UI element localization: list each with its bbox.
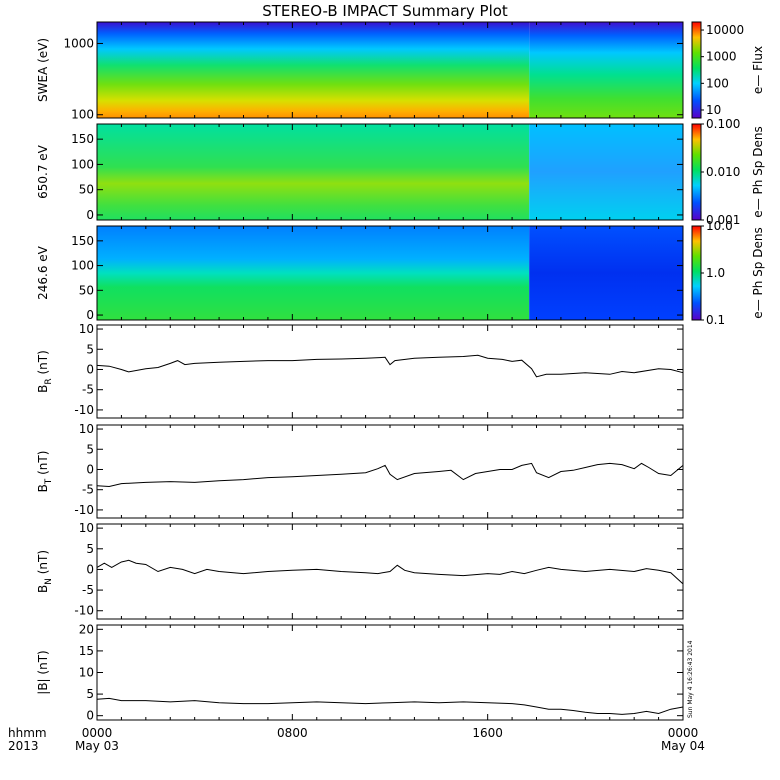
- bn-ylabel-unit: (nT): [36, 550, 50, 578]
- time-tick-label: 1600: [472, 726, 503, 740]
- swea-colorbar-tick-label: 1000: [706, 50, 737, 64]
- pad650-ytick-label: 0: [86, 208, 94, 222]
- pad650-colorbar-tick-label: 0.100: [706, 117, 740, 131]
- pad246-ylabel: 246.6 eV: [36, 245, 50, 300]
- br-ytick-label: -5: [82, 383, 94, 397]
- pad246-colorbar-tick-label: 10.0: [706, 219, 733, 233]
- bmag-ytick-label: 15: [79, 644, 94, 658]
- bt-ylabel-unit: (nT): [36, 451, 50, 479]
- pad246-colorbar-tick-label: 0.1: [706, 313, 725, 327]
- br-ylabel: BR (nT): [36, 350, 54, 393]
- pad246-ytick-label: 150: [71, 234, 94, 248]
- bt-ylabel-main: B: [36, 484, 50, 492]
- pad246-ytick-label: 100: [71, 259, 94, 273]
- pad650-ylabel: 650.7 eV: [36, 144, 50, 199]
- bn-ylabel-sub: N: [44, 578, 54, 585]
- br-frame: [96, 324, 684, 419]
- time-tick-label: 0000: [82, 726, 113, 740]
- bmag-series-line: [96, 697, 684, 715]
- bn-ytick-label: -10: [74, 604, 94, 618]
- time-tick-label: 0000: [668, 726, 699, 740]
- br-series-line: [96, 354, 684, 378]
- bmag-ytick-label: 5: [86, 687, 94, 701]
- pad650-colorbar-label: e— Ph Sp Dens: [751, 126, 765, 217]
- bt-ylabel-sub: T: [44, 478, 54, 485]
- pad246-ytick-label: 50: [79, 283, 94, 297]
- bt-ytick-label: 10: [79, 422, 94, 436]
- swea-colorbar-tick-label: 10: [706, 103, 721, 117]
- bt-frame: [96, 424, 684, 519]
- br-ytick-label: 5: [86, 342, 94, 356]
- pad650-heatmap-after: [529, 124, 683, 220]
- pad246-colorbar-label: e— Ph Sp Dens: [751, 227, 765, 318]
- bmag-ytick-label: 20: [79, 622, 94, 636]
- bmag-ylabel: |B| (nT): [36, 650, 50, 694]
- panel-pad246: 10.0 1.0 0.1 e— Ph Sp Dens 150 100 50 0 246.6 eV: [36, 219, 765, 327]
- chart-title: STEREO-B IMPACT Summary Plot: [262, 2, 508, 20]
- pad650-ytick-label: 150: [71, 132, 94, 146]
- bt-ylabel: BT (nT): [36, 451, 54, 493]
- bt-ytick-label: -10: [74, 503, 94, 517]
- swea-colorbar: [691, 21, 702, 119]
- panel-pad650: 0.100 0.010 0.001 e— Ph Sp Dens 150 100 50 0 650…: [36, 117, 765, 227]
- br-ytick-label: 10: [79, 322, 94, 336]
- bn-series-line: [96, 559, 684, 585]
- swea-ytick-label: 100: [71, 108, 94, 122]
- bn-ytick-label: 0: [86, 562, 94, 576]
- pad650-heatmap-before: [97, 124, 530, 220]
- br-ytick-label: 0: [86, 362, 94, 376]
- bn-ytick-label: 5: [86, 542, 94, 556]
- panel-swea: 10000 1000 100 10 e— Flux 1000 100 SWEA (eV): [36, 21, 765, 122]
- swea-ytick-label: 1000: [63, 36, 94, 50]
- bmag-frame: [96, 624, 684, 721]
- swea-colorbar-label: e— Flux: [751, 46, 765, 94]
- pad650-ytick-label: 100: [71, 157, 94, 171]
- bt-series-line: [96, 462, 684, 488]
- pad246-heatmap-before: [97, 226, 530, 320]
- bt-ytick-label: 5: [86, 442, 94, 456]
- pad246-heatmap-after: [529, 226, 683, 320]
- bn-ylabel-main: B: [36, 585, 50, 593]
- br-ylabel-main: B: [36, 385, 50, 393]
- panel-bn: 10 5 0 -5 -10 BN (nT): [36, 521, 684, 620]
- timestamp: Sun May 4 16:26:43 2014: [687, 640, 694, 718]
- swea-heatmap-before: [97, 22, 530, 118]
- time-tick-label: 0800: [277, 726, 308, 740]
- pad246-colorbar-tick-label: 1.0: [706, 266, 725, 280]
- swea-colorbar-tick-label: 100: [706, 76, 729, 90]
- bmag-ytick-label: 0: [86, 709, 94, 723]
- bn-ytick-label: -5: [82, 583, 94, 597]
- br-ylabel-unit: (nT): [36, 350, 50, 378]
- time-row-label-hhmm: hhmm: [8, 726, 47, 740]
- bmag-ytick-label: 10: [79, 666, 94, 680]
- time-tick-date: May 03: [75, 739, 119, 753]
- pad650-colorbar-tick-label: 0.001: [706, 213, 740, 227]
- br-ylabel-sub: R: [44, 378, 54, 384]
- panel-bt: 10 5 0 -5 -10 BT (nT): [36, 422, 684, 519]
- pad650-ytick-label: 50: [79, 183, 94, 197]
- swea-heatmap-after: [529, 22, 683, 118]
- bn-ytick-label: 10: [79, 521, 94, 535]
- bt-ytick-label: -5: [82, 483, 94, 497]
- time-row-label-year: 2013: [8, 739, 39, 753]
- swea-ylabel: SWEA (eV): [36, 38, 50, 102]
- pad246-colorbar: [691, 225, 702, 321]
- panel-bmag: 20 15 10 5 0 |B| (nT): [36, 622, 684, 723]
- time-tick-date: May 04: [661, 739, 705, 753]
- panel-br: 10 5 0 -5 -10 BR (nT): [36, 322, 684, 419]
- bt-ytick-label: 0: [86, 462, 94, 476]
- br-ytick-label: -10: [74, 403, 94, 417]
- pad650-colorbar-tick-label: 0.010: [706, 165, 740, 179]
- swea-colorbar-tick-label: 10000: [706, 23, 744, 37]
- pad246-ytick-label: 0: [86, 308, 94, 322]
- pad650-colorbar: [691, 123, 702, 221]
- bn-ylabel: BN (nT): [36, 550, 54, 593]
